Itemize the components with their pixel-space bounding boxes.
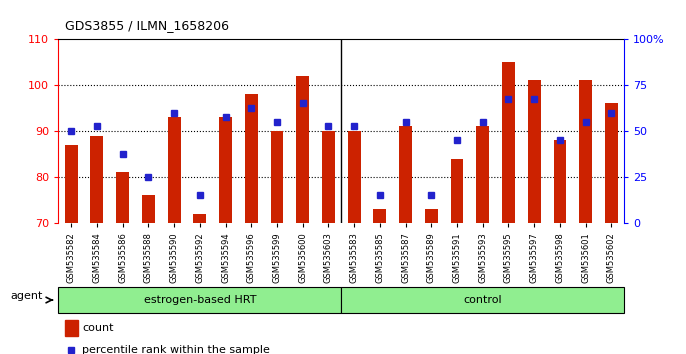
Bar xyxy=(219,117,232,223)
Bar xyxy=(64,145,78,223)
Bar xyxy=(373,209,386,223)
Text: estrogen-based HRT: estrogen-based HRT xyxy=(143,295,256,305)
Text: count: count xyxy=(82,323,114,333)
Bar xyxy=(116,172,129,223)
Bar xyxy=(554,140,567,223)
Bar xyxy=(245,94,258,223)
Bar xyxy=(270,131,283,223)
Bar xyxy=(296,76,309,223)
Bar xyxy=(502,62,515,223)
Bar xyxy=(167,117,180,223)
Text: percentile rank within the sample: percentile rank within the sample xyxy=(82,346,270,354)
Text: agent: agent xyxy=(10,291,43,302)
Text: GDS3855 / ILMN_1658206: GDS3855 / ILMN_1658206 xyxy=(65,19,229,32)
Bar xyxy=(425,209,438,223)
Bar xyxy=(579,80,592,223)
Bar xyxy=(451,159,464,223)
Bar xyxy=(322,131,335,223)
Bar xyxy=(476,126,489,223)
Bar xyxy=(605,103,618,223)
Bar xyxy=(193,214,206,223)
Bar xyxy=(348,131,361,223)
Bar xyxy=(399,126,412,223)
Bar xyxy=(142,195,155,223)
Bar xyxy=(91,136,104,223)
Bar xyxy=(528,80,541,223)
Text: control: control xyxy=(464,295,502,305)
